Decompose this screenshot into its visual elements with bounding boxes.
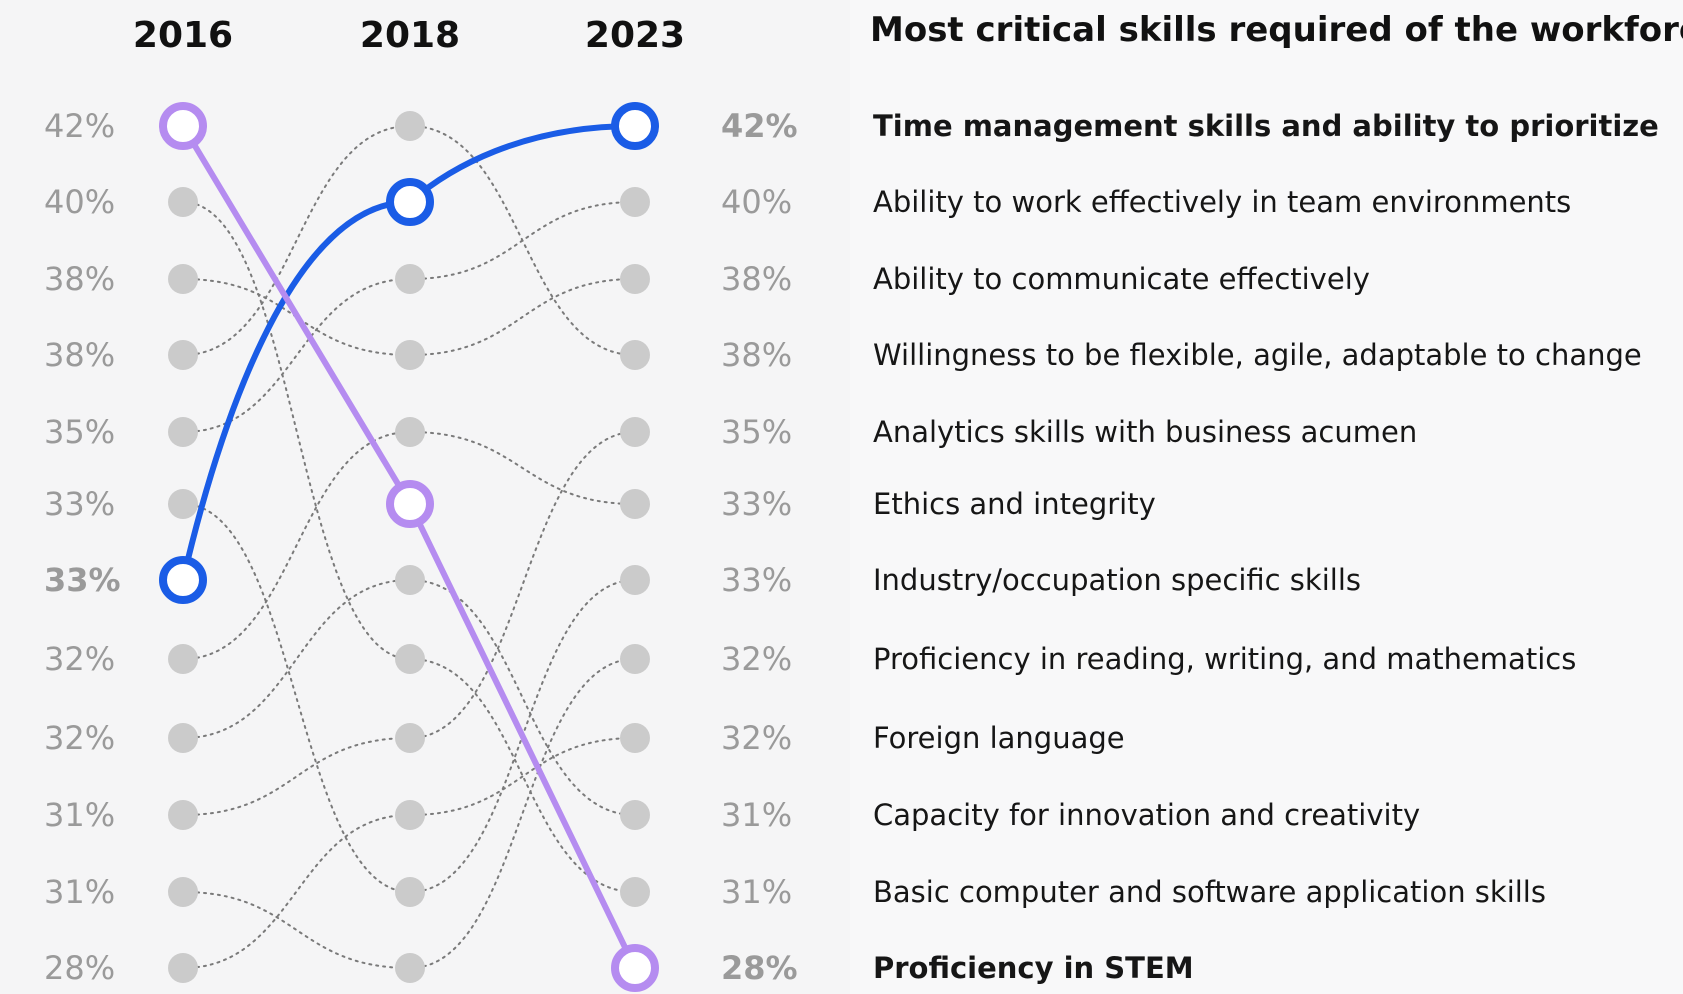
dot-2023-rank-8 [620, 644, 650, 674]
highlight-marker-2-2023 [611, 944, 659, 992]
year-label-2018: 2018 [360, 15, 460, 56]
dot-2016-rank-12 [168, 953, 198, 983]
dot-2018-rank-8 [395, 644, 425, 674]
pct-2016-rank-11: 31% [44, 873, 115, 911]
background-link-18 [409, 737, 636, 816]
pct-2023-rank-4: 38% [721, 336, 792, 374]
background-link-5 [182, 503, 411, 893]
pct-2023-rank-9: 32% [721, 719, 792, 757]
pct-2016-rank-12: 28% [44, 949, 115, 987]
background-link-16 [409, 658, 636, 893]
pct-2023-rank-12: 28% [721, 949, 798, 987]
year-label-2023: 2023 [585, 15, 685, 56]
dot-2016-rank-8 [168, 644, 198, 674]
dot-2018-rank-3 [395, 264, 425, 294]
dot-2023-rank-9 [620, 723, 650, 753]
background-link-6 [182, 431, 411, 660]
pct-2016-rank-8: 32% [44, 640, 115, 678]
dot-2023-rank-11 [620, 877, 650, 907]
dot-2023-rank-7 [620, 565, 650, 595]
pct-2023-rank-8: 32% [721, 640, 792, 678]
skill-label-rank-12: Proficiency in STEM [873, 951, 1194, 985]
skill-label-rank-11: Basic computer and software application … [873, 875, 1546, 909]
background-link-3 [182, 125, 411, 356]
background-link-10 [182, 814, 411, 969]
pct-2016-rank-5: 35% [44, 413, 115, 451]
pct-2016-rank-6: 33% [44, 485, 115, 523]
pct-2016-rank-3: 38% [44, 260, 115, 298]
dot-2018-rank-5 [395, 417, 425, 447]
pct-2023-rank-3: 38% [721, 260, 792, 298]
pct-2016-rank-7: 33% [44, 561, 121, 599]
dot-2016-rank-11 [168, 877, 198, 907]
highlight-marker-2-2016 [159, 102, 207, 150]
highlight-marker-2-2018 [386, 480, 434, 528]
skill-label-rank-9: Foreign language [873, 721, 1125, 755]
skill-label-rank-3: Ability to communicate effectively [873, 262, 1370, 296]
year-label-2016: 2016 [133, 15, 233, 56]
background-link-12 [409, 201, 636, 280]
highlight-marker-1-2023 [611, 102, 659, 150]
pct-2016-rank-10: 31% [44, 796, 115, 834]
background-link-13 [409, 278, 636, 356]
skill-label-rank-5: Analytics skills with business acumen [873, 415, 1417, 449]
dot-2016-rank-9 [168, 723, 198, 753]
pct-2023-rank-2: 40% [721, 183, 792, 221]
dot-2016-rank-4 [168, 340, 198, 370]
dot-2023-rank-3 [620, 264, 650, 294]
skill-label-rank-4: Willingness to be flexible, agile, adapt… [873, 338, 1642, 372]
pct-2023-rank-11: 31% [721, 873, 792, 911]
dot-2023-rank-2 [620, 187, 650, 217]
skill-label-rank-7: Industry/occupation specific skills [873, 563, 1361, 597]
dot-2018-rank-12 [395, 953, 425, 983]
background-links [182, 125, 636, 969]
pct-2023-rank-5: 35% [721, 413, 792, 451]
skill-label-rank-8: Proficiency in reading, writing, and mat… [873, 642, 1576, 676]
pct-2023-rank-1: 42% [721, 107, 798, 145]
pct-2016-rank-2: 40% [44, 183, 115, 221]
pct-2016-rank-1: 42% [44, 107, 115, 145]
dot-2016-rank-6 [168, 489, 198, 519]
highlight-marker-1-2018 [386, 178, 434, 226]
background-link-20 [409, 658, 636, 969]
background-link-8 [182, 737, 411, 816]
chart-title: Most critical skills required of the wor… [870, 10, 1683, 50]
dot-2023-rank-10 [620, 800, 650, 830]
dot-2023-rank-4 [620, 340, 650, 370]
dot-2023-rank-6 [620, 489, 650, 519]
highlighted-series [159, 102, 659, 992]
background-link-4 [182, 278, 411, 433]
legend-panel-background [850, 0, 1683, 994]
chart-text: Most critical skills required of the wor… [44, 10, 1683, 987]
pct-2023-rank-10: 31% [721, 796, 792, 834]
background-link-17 [409, 431, 636, 739]
dot-2016-rank-10 [168, 800, 198, 830]
dot-2016-rank-2 [168, 187, 198, 217]
pct-2016-rank-4: 38% [44, 336, 115, 374]
pct-2023-rank-7: 33% [721, 561, 792, 599]
dot-2016-rank-5 [168, 417, 198, 447]
pct-2023-rank-6: 33% [721, 485, 792, 523]
highlight-line-1 [180, 123, 638, 583]
dot-2018-rank-4 [395, 340, 425, 370]
skill-label-rank-1: Time management skills and ability to pr… [873, 109, 1659, 143]
background-link-1 [182, 201, 411, 660]
skill-label-rank-10: Capacity for innovation and creativity [873, 798, 1420, 832]
skill-label-rank-6: Ethics and integrity [873, 487, 1156, 521]
dot-2016-rank-3 [168, 264, 198, 294]
dot-2018-rank-9 [395, 723, 425, 753]
dot-2018-rank-1 [395, 111, 425, 141]
dot-2018-rank-7 [395, 565, 425, 595]
dot-2018-rank-11 [395, 877, 425, 907]
skill-label-rank-2: Ability to work effectively in team envi… [873, 185, 1571, 219]
background-link-14 [409, 431, 636, 505]
pct-2016-rank-9: 32% [44, 719, 115, 757]
dot-2018-rank-10 [395, 800, 425, 830]
highlight-marker-1-2016 [159, 556, 207, 604]
background-link-9 [182, 891, 411, 969]
dot-2023-rank-5 [620, 417, 650, 447]
